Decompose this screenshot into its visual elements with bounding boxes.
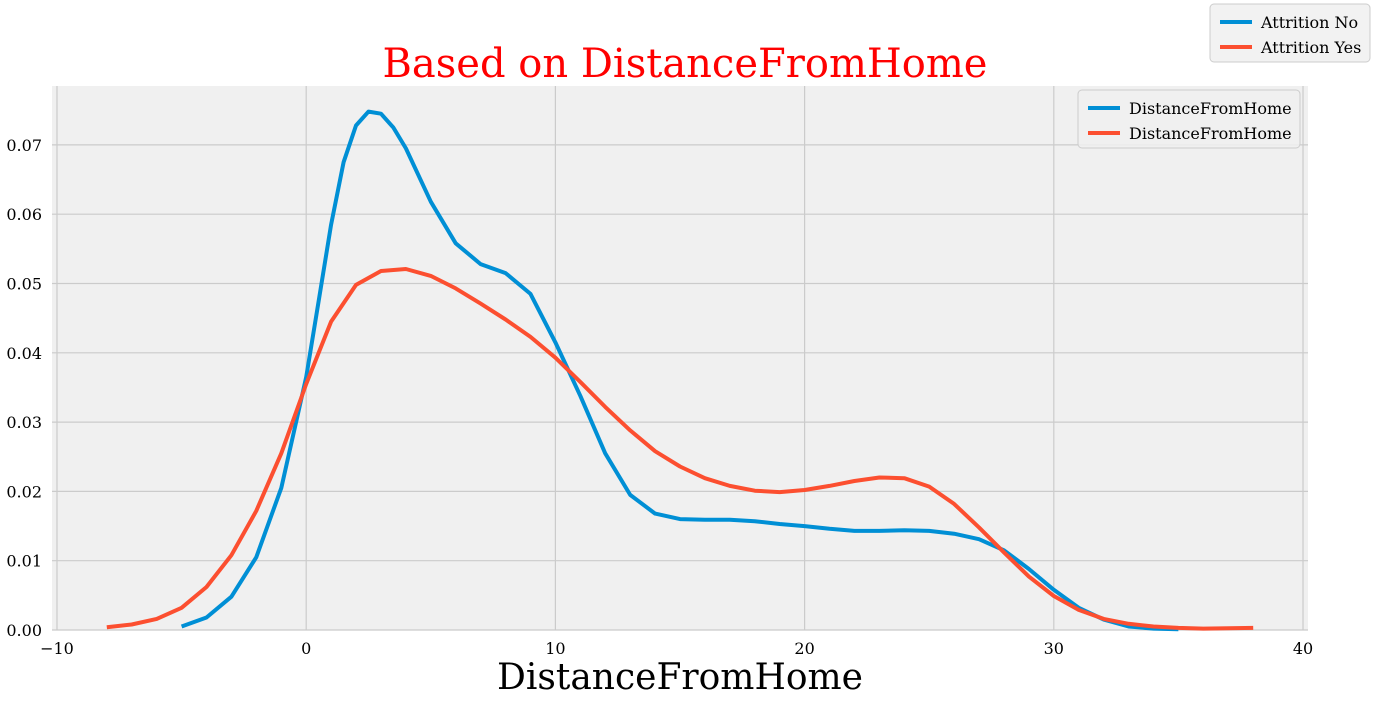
y-tick-label: 0.00	[6, 621, 42, 640]
x-tick-label: 10	[545, 639, 565, 658]
chart-title: Based on DistanceFromHome	[383, 41, 988, 87]
y-tick-label: 0.04	[6, 344, 42, 363]
y-tick-label: 0.07	[6, 136, 42, 155]
x-tick-label: 40	[1293, 639, 1313, 658]
inner-legend-label: DistanceFromHome	[1129, 124, 1292, 143]
y-tick-label: 0.01	[6, 552, 42, 571]
x-tick-label: −10	[40, 639, 74, 658]
outer-legend: Attrition No Attrition Yes	[1209, 3, 1371, 63]
inner-legend-label: DistanceFromHome	[1129, 99, 1292, 118]
x-tick-label: 20	[794, 639, 814, 658]
kde-series-line-2	[106, 267, 1254, 631]
outer-legend-label: Attrition No	[1260, 13, 1358, 32]
outer-legend-label: Attrition Yes	[1260, 38, 1361, 57]
x-axis-label: DistanceFromHome	[497, 657, 863, 698]
plot-background	[52, 86, 1308, 630]
y-tick-label: 0.06	[6, 205, 42, 224]
inner-legend-frame	[1077, 89, 1301, 149]
y-tick-label: 0.02	[6, 482, 42, 501]
x-axis-ticks: −10 0 10 20 30 40	[40, 639, 1313, 658]
inner-legend: DistanceFromHome DistanceFromHome	[1077, 89, 1301, 149]
y-tick-label: 0.03	[6, 413, 42, 432]
x-tick-label: 0	[301, 639, 311, 658]
y-axis-ticks: 0.00 0.01 0.02 0.03 0.04 0.05 0.06 0.07	[6, 136, 42, 640]
x-tick-label: 30	[1044, 639, 1064, 658]
series-layer	[106, 109, 1254, 632]
y-tick-label: 0.05	[6, 275, 42, 294]
